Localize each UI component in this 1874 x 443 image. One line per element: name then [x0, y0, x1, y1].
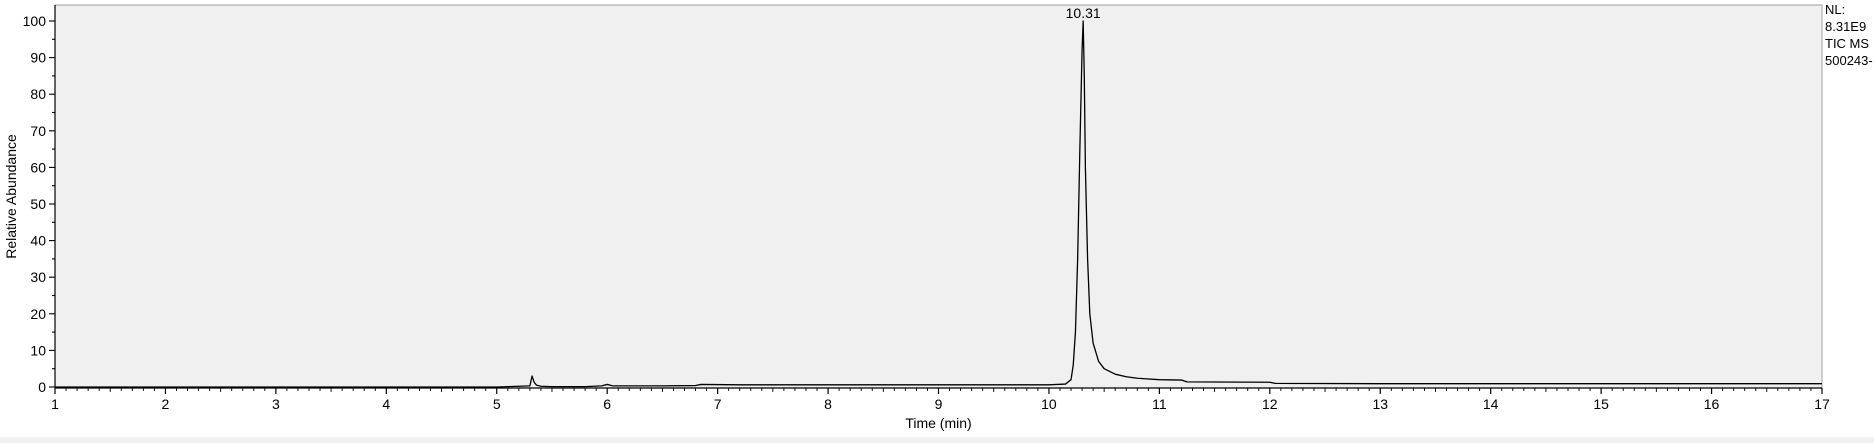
series-group [55, 20, 1822, 388]
y-tick-label: 100 [23, 13, 47, 29]
y-tick-label: 80 [30, 86, 46, 102]
bottom-strip [0, 437, 1874, 443]
x-tick-label: 3 [272, 396, 280, 412]
y-tick-label: 30 [30, 269, 46, 285]
y-axis-title: Relative Abundance [3, 134, 19, 259]
plot-background [54, 4, 1823, 389]
x-tick-label: 16 [1704, 396, 1720, 412]
x-tick-label: 15 [1593, 396, 1609, 412]
y-tick-label: 50 [30, 196, 46, 212]
x-tick-label: 2 [162, 396, 170, 412]
x-tick-label: 5 [493, 396, 501, 412]
x-tick-label: 17 [1814, 396, 1830, 412]
nl-label: NL: [1825, 2, 1846, 17]
x-tick-label: 11 [1152, 396, 1167, 412]
y-tick-label: 0 [38, 379, 46, 395]
x-axis-title: Time (min) [905, 415, 971, 431]
labels-group: 1 2 3 4 5 6 7 8 9 10 11 12 13 14 15 16 17010203040506070… [3, 5, 1830, 431]
y-tick-label: 40 [30, 233, 46, 249]
x-tick-label: 4 [382, 396, 390, 412]
scan-filter: TIC MS [1825, 36, 1870, 51]
y-tick-label: 10 [30, 342, 46, 358]
x-tick-label: 10 [1041, 396, 1057, 412]
x-tick-label: 7 [714, 396, 722, 412]
x-tick-label: 6 [603, 396, 611, 412]
y-tick-label: 90 [30, 50, 46, 66]
series-line-0 [55, 20, 1822, 388]
x-tick-label: 1 [51, 396, 59, 412]
x-tick-label: 12 [1262, 396, 1278, 412]
peak-label: 10.31 [1066, 5, 1101, 21]
x-tick-label: 14 [1483, 396, 1499, 412]
file-name: 500243- [1825, 53, 1873, 68]
x-tick-label: 8 [824, 396, 832, 412]
x-tick-label: 13 [1372, 396, 1388, 412]
axes-group [49, 5, 1823, 394]
y-tick-label: 60 [30, 159, 46, 175]
y-tick-label: 20 [30, 306, 46, 322]
x-tick-label: 9 [935, 396, 943, 412]
nl-value: 8.31E9 [1825, 19, 1867, 34]
y-tick-label: 70 [30, 123, 46, 139]
